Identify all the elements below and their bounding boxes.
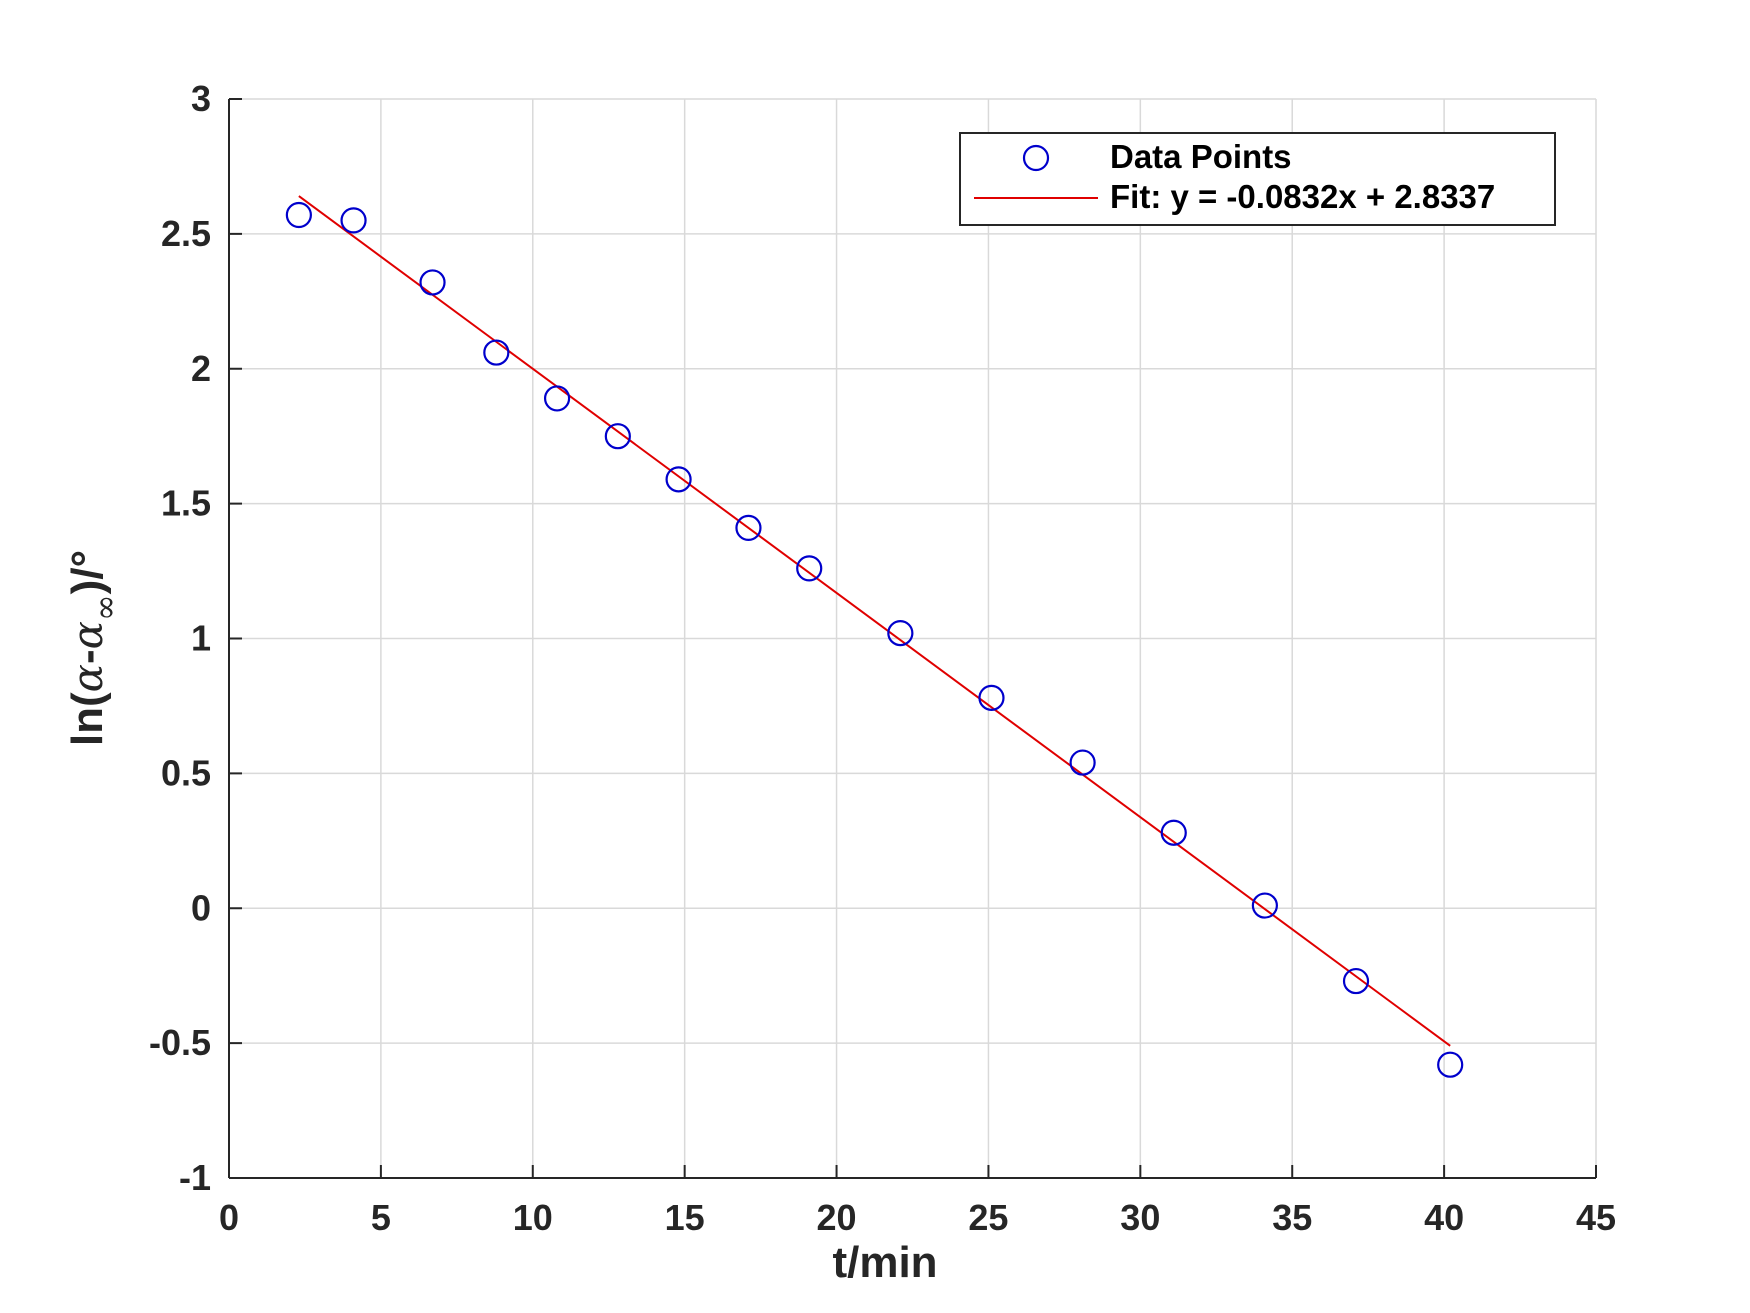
y-tick-label: 1.5 <box>161 483 211 524</box>
data-point <box>887 620 914 647</box>
axes <box>228 98 1597 1179</box>
data-point <box>1160 819 1187 846</box>
y-axis-label-alpha-2: α <box>63 621 112 649</box>
legend-label-fit: Fit: y = -0.0832x + 2.8337 <box>1110 178 1495 215</box>
grid <box>228 98 1597 1179</box>
y-tick-label: 0.5 <box>161 752 211 793</box>
plot-series <box>285 195 1464 1078</box>
legend-marker-data-points <box>1022 144 1050 172</box>
x-tick-label: 5 <box>371 1197 391 1238</box>
data-point <box>665 466 692 493</box>
x-tick-label: 40 <box>1424 1197 1464 1238</box>
data-point <box>978 684 1005 711</box>
x-tick-label: 20 <box>817 1197 857 1238</box>
y-axis-label-suffix: )/° <box>63 550 112 594</box>
y-axis-label: ln(α-α∞)/° <box>63 550 124 746</box>
x-tick-label: 30 <box>1120 1197 1160 1238</box>
legend-label-data-points: Data Points <box>1110 138 1292 175</box>
data-point <box>1251 892 1278 919</box>
x-tick-label: 10 <box>513 1197 553 1238</box>
y-axis-label-prefix: ln( <box>63 692 112 746</box>
data-point <box>419 269 446 296</box>
data-point <box>735 514 762 542</box>
x-tick-label: 15 <box>665 1197 705 1238</box>
svg-text:ln(α-α∞)/°: ln(α-α∞)/° <box>63 550 124 746</box>
data-point <box>483 339 510 366</box>
y-axis-label-subscript: ∞ <box>86 594 124 621</box>
y-tick-label: 3 <box>191 78 211 119</box>
y-tick-label: -0.5 <box>149 1022 211 1063</box>
x-tick-label: 0 <box>219 1197 239 1238</box>
data-point <box>1342 967 1370 995</box>
x-axis-label: t/min <box>832 1238 937 1287</box>
data-point <box>796 555 823 582</box>
y-tick-label: 2.5 <box>161 213 211 254</box>
x-tick-label: 25 <box>968 1197 1008 1238</box>
y-axis-label-alpha: α <box>63 664 112 692</box>
data-point <box>340 207 367 234</box>
data-point <box>1069 749 1096 776</box>
x-tick-label: 35 <box>1272 1197 1312 1238</box>
tick-labels: 0 5 10 15 20 25 30 35 40 45 -1 -0.5 0 0.5 1 1.5 2 2.5 3 <box>149 78 1616 1238</box>
y-axis-label-dash: - <box>63 649 112 664</box>
y-tick-label: 1 <box>191 618 211 659</box>
y-tick-label: -1 <box>179 1157 211 1198</box>
data-point <box>285 201 312 229</box>
data-point <box>1437 1051 1464 1078</box>
data-point <box>604 423 631 450</box>
fit-line <box>298 195 1451 1047</box>
legend: Data Points Fit: y = -0.0832x + 2.8337 <box>959 132 1556 226</box>
legend-box <box>959 132 1556 226</box>
y-tick-label: 2 <box>191 348 211 389</box>
x-tick-label: 45 <box>1576 1197 1616 1238</box>
y-tick-label: 0 <box>191 887 211 928</box>
data-point <box>543 385 571 412</box>
